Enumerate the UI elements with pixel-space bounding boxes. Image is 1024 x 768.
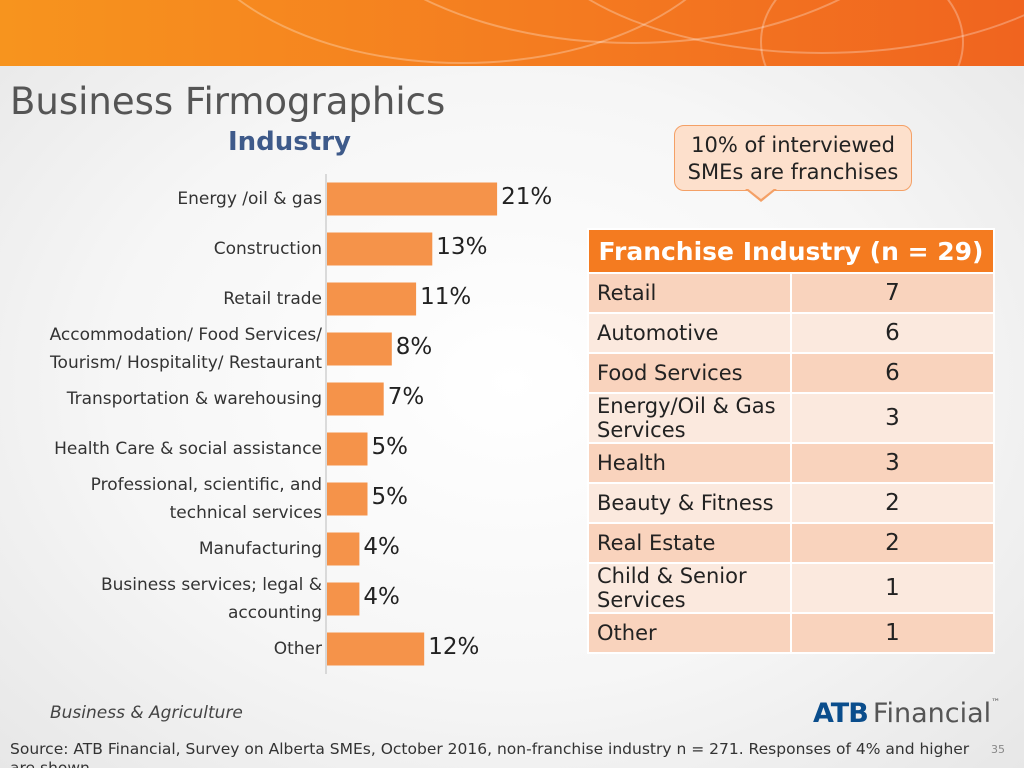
- category-label: Manufacturing: [198, 539, 322, 559]
- table-row: Beauty & Fitness 2: [587, 482, 995, 524]
- franchise-industry-table: Franchise Industry (n = 29) Retail 7 Aut…: [587, 228, 995, 654]
- value-label: 4%: [363, 534, 400, 560]
- bar-4: [327, 382, 384, 416]
- category-label: Business services; legal & accounting: [100, 575, 322, 623]
- bar-3: [327, 332, 392, 366]
- value-label: 12%: [428, 634, 480, 660]
- bar-0: [327, 182, 498, 216]
- table-row: Food Services 6: [587, 352, 995, 394]
- atb-financial-logo: ATB Financial™: [813, 698, 1000, 729]
- category-label: Health Care & social assistance: [54, 439, 322, 459]
- bar-2: [327, 282, 417, 316]
- callout-tail-inner: [747, 188, 775, 199]
- industry-cell: Energy/Oil & Gas Services: [587, 392, 792, 444]
- industry-cell: Real Estate: [587, 522, 792, 564]
- count-cell: 3: [790, 392, 995, 444]
- table-row: Health 3: [587, 442, 995, 484]
- count-cell: 3: [790, 442, 995, 484]
- bar-8: [327, 582, 360, 616]
- category-label: Retail trade: [223, 289, 322, 309]
- franchise-callout: 10% of interviewed SMEs are franchises: [674, 125, 912, 191]
- value-label: 7%: [387, 384, 425, 410]
- category-label: Professional, scientific, and technical s…: [90, 475, 322, 523]
- value-label: 5%: [371, 484, 409, 510]
- value-label: 5%: [371, 434, 409, 460]
- category-label: Transportation & warehousing: [66, 389, 322, 409]
- industry-bar-chart: [325, 174, 498, 674]
- table-row: Automotive 6: [587, 312, 995, 354]
- logo-atb-text: ATB: [813, 698, 869, 729]
- page-title: Business Firmographics: [10, 80, 446, 123]
- value-label: 8%: [395, 334, 433, 360]
- logo-financial-text: Financial: [872, 698, 992, 729]
- count-cell: 2: [790, 482, 995, 524]
- industry-cell: Health: [587, 442, 792, 484]
- bar-9: [327, 632, 425, 666]
- value-label: 4%: [363, 584, 400, 610]
- table-row: Child & Senior Services 1: [587, 562, 995, 614]
- value-label: 13%: [436, 234, 488, 260]
- count-cell: 2: [790, 522, 995, 564]
- bar-6: [327, 482, 368, 516]
- count-cell: 6: [790, 352, 995, 394]
- bar-1: [327, 232, 433, 266]
- industry-cell: Automotive: [587, 312, 792, 354]
- count-cell: 7: [790, 272, 995, 314]
- industry-cell: Child & Senior Services: [587, 562, 792, 614]
- industry-cell: Food Services: [587, 352, 792, 394]
- bar-7: [327, 532, 360, 566]
- slide-number: 35: [991, 743, 1005, 756]
- callout-line-1: 10% of interviewed: [691, 133, 895, 157]
- table-row: Real Estate 2: [587, 522, 995, 564]
- category-label: Other: [273, 639, 322, 659]
- table-header: Franchise Industry (n = 29): [587, 228, 995, 274]
- footer-division-label: Business & Agriculture: [50, 703, 243, 723]
- category-label: Energy /oil & gas: [177, 189, 322, 209]
- value-label: 11%: [420, 284, 472, 310]
- table-row: Energy/Oil & Gas Services 3: [587, 392, 995, 444]
- top-banner: [0, 0, 1024, 66]
- table-row: Retail 7: [587, 272, 995, 314]
- chart-title: Industry: [228, 127, 351, 157]
- category-label: Accommodation/ Food Services/Tourism/ Ho…: [49, 325, 322, 373]
- logo-trademark: ™: [991, 698, 1001, 708]
- count-cell: 6: [790, 312, 995, 354]
- source-note: Source: ATB Financial, Survey on Alberta…: [10, 740, 970, 768]
- value-label: 21%: [501, 184, 553, 210]
- industry-cell: Retail: [587, 272, 792, 314]
- callout-line-2: SMEs are franchises: [687, 160, 899, 184]
- industry-cell: Beauty & Fitness: [587, 482, 792, 524]
- bar-5: [327, 432, 368, 466]
- count-cell: 1: [790, 562, 995, 614]
- category-label: Construction: [213, 239, 322, 259]
- table-row: Other 1: [587, 612, 995, 654]
- count-cell: 1: [790, 612, 995, 654]
- industry-cell: Other: [587, 612, 792, 654]
